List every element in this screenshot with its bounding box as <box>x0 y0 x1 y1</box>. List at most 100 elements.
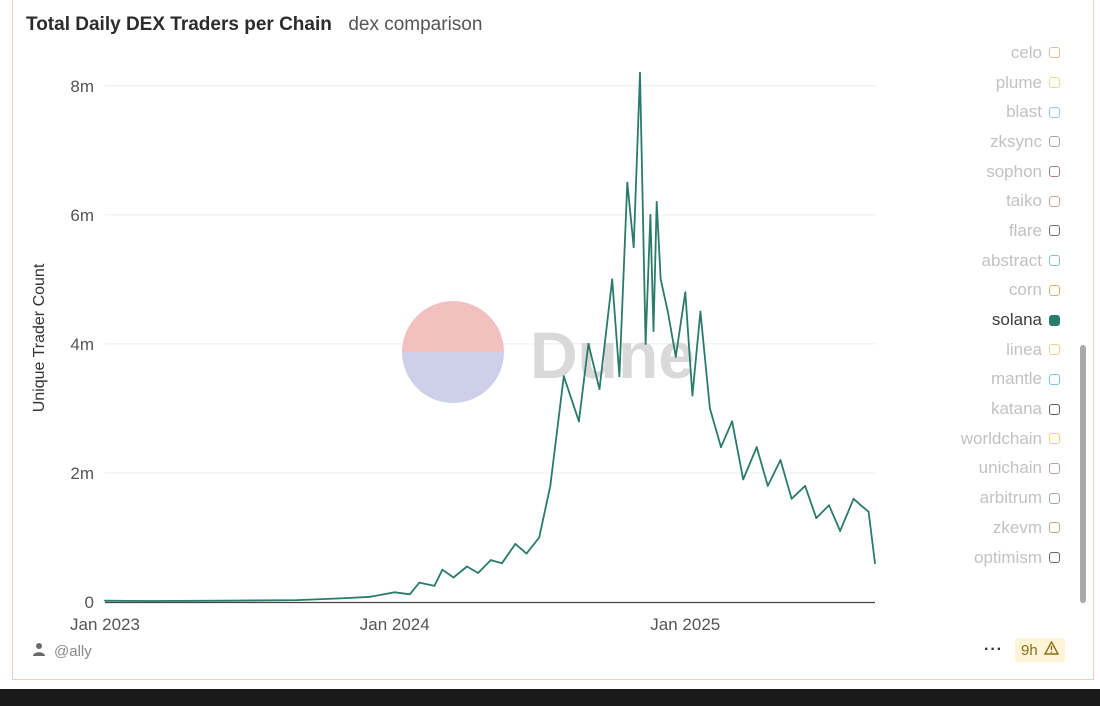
legend-item-optimism[interactable]: optimism <box>930 543 1070 573</box>
legend-marker <box>1049 522 1060 534</box>
legend-item-flare[interactable]: flare <box>930 216 1070 246</box>
data-point <box>408 593 411 596</box>
legend-item-corn[interactable]: corn <box>930 276 1070 306</box>
data-point <box>587 343 590 345</box>
warning-icon <box>1043 640 1059 659</box>
legend-item-abstract[interactable]: abstract <box>930 246 1070 276</box>
legend-item-arbitrum[interactable]: arbitrum <box>930 483 1070 513</box>
chart-card <box>12 0 1094 680</box>
legend-marker <box>1049 373 1060 385</box>
legend-item-worldchain[interactable]: worldchain <box>930 424 1070 454</box>
legend-label: arbitrum <box>979 488 1042 508</box>
legend-marker <box>1049 284 1060 296</box>
legend-item-blast[interactable]: blast <box>930 97 1070 127</box>
data-point <box>393 591 396 594</box>
watermark-logo-bottom <box>402 352 504 403</box>
watermark-text: Dune <box>530 318 695 392</box>
data-point <box>223 599 226 602</box>
legend-item-celo[interactable]: celo <box>930 38 1070 68</box>
legend-label: plume <box>995 72 1042 92</box>
legend-marker <box>1049 403 1060 415</box>
line-chart: 0 2m 4m 6m 8m Dune Jan 2023 Jan 2024 Jan 2025 Uni… <box>31 72 876 634</box>
data-point <box>477 572 479 574</box>
legend-marker <box>1049 106 1060 118</box>
data-point <box>501 562 503 565</box>
legend-label: taiko <box>1006 191 1042 211</box>
data-point <box>345 597 348 600</box>
legend-label: solana <box>991 310 1042 330</box>
legend-label: blast <box>1006 102 1042 122</box>
age-label: 9h <box>1020 641 1038 659</box>
legend-item-zkevm[interactable]: zkevm <box>930 513 1070 543</box>
legend-label: zkevm <box>992 517 1042 537</box>
data-point <box>731 420 734 423</box>
user-icon <box>32 642 46 660</box>
legend-label: linea <box>1006 339 1042 359</box>
legend-marker <box>1049 166 1060 178</box>
data-point <box>611 278 614 281</box>
legend-marker <box>1049 433 1060 445</box>
y-tick-label: 2m <box>70 464 94 483</box>
data-point <box>649 213 652 216</box>
legend-marker <box>1049 552 1060 564</box>
legend-item-mantle[interactable]: mantle <box>930 365 1070 395</box>
legend-item-linea[interactable]: linea <box>930 335 1070 365</box>
y-axis-label: Unique Trader Count <box>31 263 48 412</box>
legend-item-unichain[interactable]: unichain <box>930 454 1070 484</box>
more-options-button[interactable]: ··· <box>984 641 1003 658</box>
data-point <box>369 595 372 598</box>
data-point <box>852 497 855 500</box>
data-point <box>859 504 862 507</box>
data-point <box>779 459 782 461</box>
legend-label: corn <box>1008 280 1042 300</box>
y-tick-label: 4m <box>70 335 94 354</box>
data-point <box>755 446 758 449</box>
legend-label: celo <box>1010 42 1042 62</box>
data-point <box>742 478 745 481</box>
data-point <box>150 600 153 602</box>
y-tick-label: 6m <box>70 206 94 225</box>
data-point <box>525 552 528 555</box>
legend-item-zksync[interactable]: zksync <box>930 127 1070 157</box>
data-point <box>684 291 687 294</box>
data-point <box>562 375 565 378</box>
legend-label: worldchain <box>960 428 1042 448</box>
legend-label: optimism <box>973 547 1042 567</box>
footer-user[interactable]: @ally <box>32 642 92 660</box>
data-point <box>655 201 658 203</box>
legend-label: abstract <box>981 250 1042 270</box>
age-badge[interactable]: 9h <box>1014 638 1065 662</box>
legend-item-katana[interactable]: katana <box>930 394 1070 424</box>
legend-label: sophon <box>986 161 1042 181</box>
data-point <box>514 543 517 545</box>
legend-item-taiko[interactable]: taiko <box>930 186 1070 216</box>
chart-title: Total Daily DEX Traders per Chain <box>26 14 332 35</box>
data-point <box>720 446 722 449</box>
data-point <box>815 517 818 520</box>
data-point <box>666 310 669 313</box>
legend-marker <box>1049 47 1060 59</box>
footer-actions: ··· 9h <box>984 638 1065 662</box>
legend-marker <box>1049 462 1060 474</box>
data-point <box>538 536 541 539</box>
data-point <box>296 599 299 601</box>
legend-item-solana[interactable]: solana <box>930 305 1070 335</box>
data-point <box>466 565 468 568</box>
legend-label: zksync <box>990 131 1042 151</box>
data-point <box>659 278 662 281</box>
watermark-logo-top <box>402 301 504 352</box>
data-point <box>674 355 677 358</box>
x-tick-label: Jan 2025 <box>650 615 720 634</box>
legend-item-plume[interactable]: plume <box>930 68 1070 98</box>
data-point <box>598 388 601 390</box>
y-tick-label: 8m <box>70 77 94 96</box>
legend-marker <box>1049 195 1060 207</box>
data-point <box>652 330 655 332</box>
data-point <box>578 420 580 423</box>
data-point <box>867 510 870 513</box>
data-point <box>790 497 793 500</box>
legend-scrollbar[interactable] <box>1080 345 1086 603</box>
legend-item-sophon[interactable]: sophon <box>930 157 1070 187</box>
data-point <box>626 181 629 184</box>
data-point <box>828 504 830 507</box>
